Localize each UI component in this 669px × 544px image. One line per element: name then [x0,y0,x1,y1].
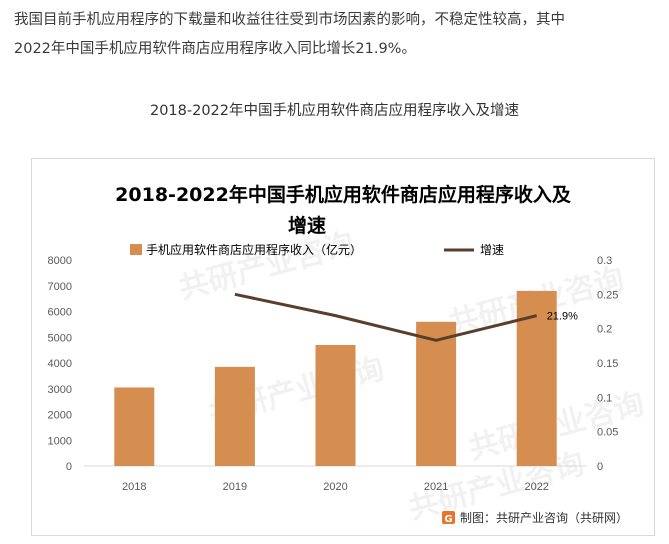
y-left-tick-label: 4000 [48,358,72,370]
y-left-tick-label: 1000 [48,435,72,447]
data-labels: 21.9% [547,311,578,323]
bar [315,344,356,466]
chart-title-line-2: 增速 [288,214,326,237]
y-right-tick-label: 0.2 [597,324,612,336]
bar [114,387,155,466]
y-left-tick-label: 0 [66,461,72,473]
y-left-tick-label: 6000 [48,307,72,319]
svg-text:G: G [444,514,452,525]
x-tick-label: 2018 [122,481,146,493]
y-left-tick-label: 8000 [48,255,72,267]
source-logo-icon: G [442,511,455,525]
x-tick-label: 2022 [524,481,548,493]
growth-data-label: 21.9% [547,311,578,323]
bar [214,366,255,466]
x-tick-label: 2021 [424,481,448,493]
intro-paragraph: 我国目前手机应用程序的下载量和收益往往受到市场因素的影响，不稳定性较高，其中 2… [14,6,664,64]
y-right-tick-label: 0.25 [597,289,618,301]
y-right-tick-label: 0.3 [597,255,612,267]
legend-bar-swatch [130,244,142,255]
growth-line [234,292,538,342]
figure-caption: 2018-2022年中国手机应用软件商店应用程序收入及增速 [149,103,520,119]
bar-series [114,290,557,466]
source-note: G 制图：共研产业咨询（共研网） [442,510,628,525]
y-right-tick-label: 0.15 [597,358,618,370]
y-right-tick-label: 0.05 [597,427,618,439]
chart-svg: 共研产业咨询共研产业咨询共研产业咨询共研产业咨询共研产业咨询 2018-2022… [48,183,648,527]
left-axis: 0 1000 2000 3000 4000 5000 6000 7000 8000 [48,255,72,473]
intro-line-2: 2022年中国手机应用软件商店应用程序收入同比增长21.9%。 [14,41,416,57]
source-text: 制图：共研产业咨询（共研网） [460,510,628,525]
x-tick-label: 2019 [223,481,247,493]
growth-line-series [234,292,538,342]
intro-line-1: 我国目前手机应用程序的下载量和收益往往受到市场因素的影响，不稳定性较高，其中 [14,12,565,28]
x-tick-label: 2020 [323,481,347,493]
watermark-text: 共研产业咨询 [175,226,358,306]
legend-bar-label: 手机应用软件商店应用程序收入（亿元） [146,242,362,257]
legend-line-label: 增速 [480,243,504,257]
bar [416,321,457,466]
chart-container: 共研产业咨询共研产业咨询共研产业咨询共研产业咨询共研产业咨询 2018-2022… [31,158,655,536]
y-left-tick-label: 3000 [48,384,72,396]
y-right-tick-label: 0.1 [597,392,612,404]
y-left-tick-label: 2000 [48,410,72,422]
chart-title-line-1: 2018-2022年中国手机应用软件商店应用程序收入及 [115,183,572,206]
y-right-tick-label: 0 [597,461,603,473]
y-left-tick-label: 5000 [48,332,72,344]
y-left-tick-label: 7000 [48,281,72,293]
right-axis: 0 0.05 0.1 0.15 0.2 0.25 0.3 [597,255,618,473]
